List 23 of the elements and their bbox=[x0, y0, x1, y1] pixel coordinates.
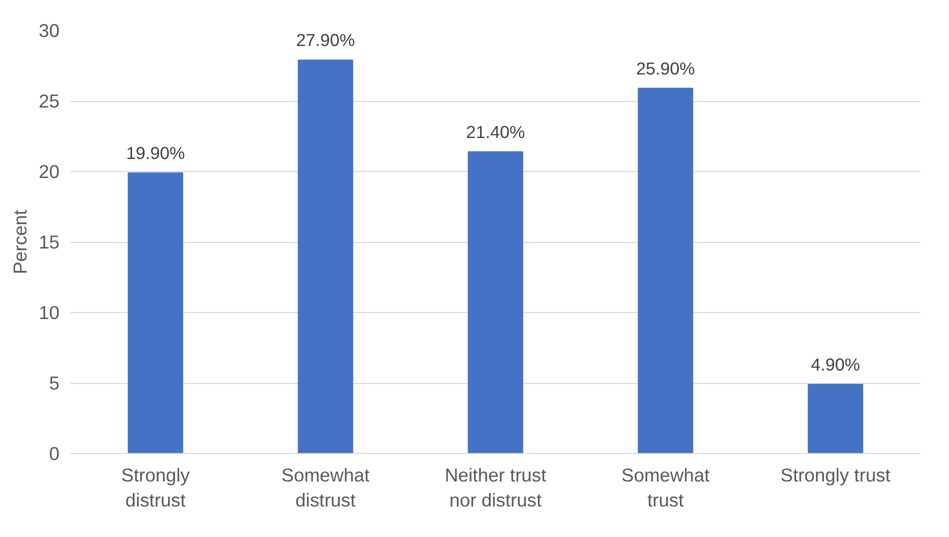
data-label: 21.40% bbox=[466, 122, 525, 142]
data-label: 4.90% bbox=[810, 354, 860, 374]
bar bbox=[638, 88, 694, 454]
y-axis-title: Percent bbox=[10, 209, 31, 274]
y-tick-label: 10 bbox=[38, 302, 60, 323]
y-tick-label: 15 bbox=[38, 232, 60, 252]
bar bbox=[128, 172, 184, 454]
x-tick-label: Strongly trust bbox=[780, 464, 892, 486]
bar bbox=[298, 60, 354, 454]
data-label: 27.90% bbox=[296, 30, 355, 50]
y-tick-label: 20 bbox=[38, 161, 60, 182]
x-tick-label: Somewhat trust bbox=[621, 464, 710, 511]
x-tick-label: Neither trust nor distrust bbox=[444, 464, 548, 511]
x-tick-label: Strongly distrust bbox=[121, 464, 190, 511]
bar bbox=[808, 384, 864, 454]
y-tick-label: 25 bbox=[38, 90, 60, 112]
bar bbox=[468, 151, 524, 454]
data-label: 19.90% bbox=[126, 142, 185, 163]
y-tick-label: 0 bbox=[49, 443, 60, 464]
data-label: 25.90% bbox=[636, 58, 695, 78]
y-tick-label: 30 bbox=[38, 20, 60, 41]
x-tick-label: Somewhat distrust bbox=[281, 464, 370, 511]
y-tick-label: 5 bbox=[49, 372, 60, 394]
